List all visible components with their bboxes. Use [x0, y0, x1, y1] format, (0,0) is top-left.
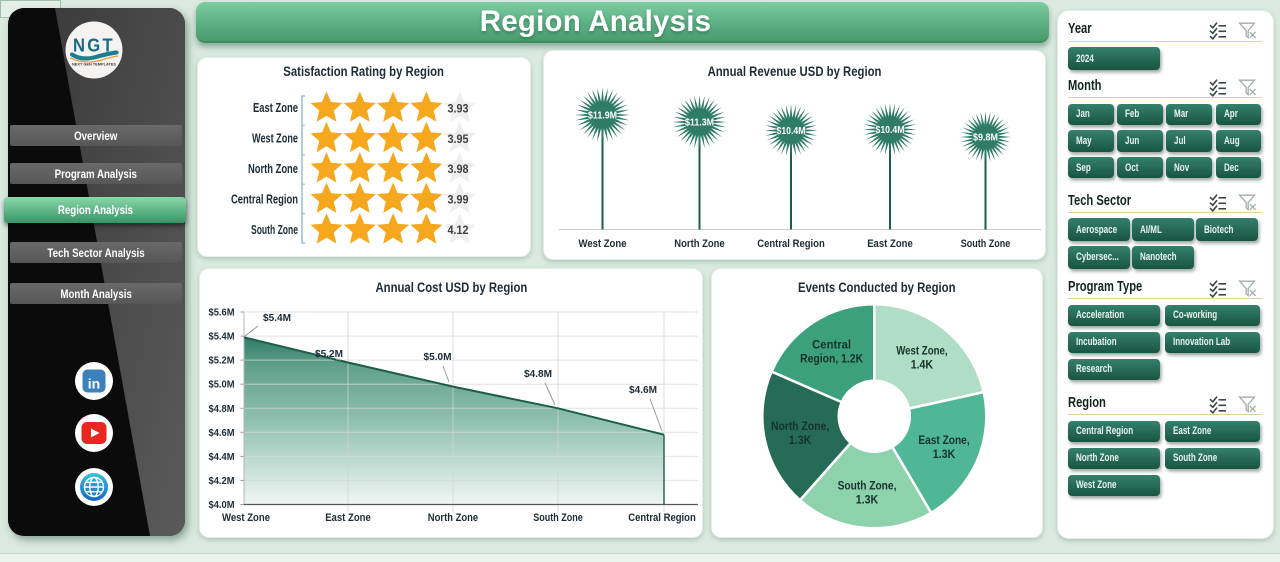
svg-text:$5.2M: $5.2M [209, 356, 235, 367]
svg-text:$11.3M: $11.3M [685, 118, 714, 129]
svg-text:$11.9M: $11.9M [588, 111, 617, 122]
svg-text:North Zone: North Zone [674, 238, 724, 250]
svg-text:$4.6M: $4.6M [629, 384, 657, 396]
svg-text:4.12: 4.12 [448, 223, 469, 237]
svg-text:$4.0M: $4.0M [209, 500, 235, 511]
svg-text:West Zone: West Zone [579, 238, 627, 250]
svg-text:$4.2M: $4.2M [209, 476, 235, 487]
svg-text:1.3K: 1.3K [933, 449, 956, 461]
svg-text:$5.4M: $5.4M [263, 312, 291, 324]
svg-text:West Zone: West Zone [222, 512, 270, 524]
svg-text:Central Region: Central Region [628, 512, 696, 524]
svg-text:East Zone: East Zone [253, 101, 298, 115]
svg-text:$4.6M: $4.6M [209, 428, 235, 439]
svg-text:Central Region: Central Region [757, 238, 825, 250]
svg-text:$5.4M: $5.4M [209, 332, 235, 343]
svg-text:North Zone,: North Zone, [771, 421, 829, 433]
svg-text:$5.0M: $5.0M [424, 351, 452, 363]
svg-text:$4.8M: $4.8M [524, 368, 552, 380]
svg-text:$5.6M: $5.6M [209, 308, 235, 319]
svg-text:East Zone,: East Zone, [918, 435, 969, 447]
svg-text:Central: Central [812, 340, 851, 352]
svg-text:$10.4M: $10.4M [777, 126, 806, 137]
svg-text:South Zone,: South Zone, [838, 481, 897, 493]
svg-text:North Zone: North Zone [248, 162, 298, 176]
svg-text:NGT: NGT [73, 36, 115, 56]
svg-text:$4.4M: $4.4M [209, 452, 235, 463]
svg-text:NEXT GEN TEMPLATES: NEXT GEN TEMPLATES [72, 62, 116, 67]
svg-text:$5.2M: $5.2M [315, 348, 343, 360]
svg-text:South Zone: South Zone [533, 512, 583, 524]
svg-text:3.95: 3.95 [448, 132, 469, 146]
svg-text:$4.8M: $4.8M [209, 404, 235, 415]
svg-text:1.3K: 1.3K [856, 495, 879, 507]
svg-text:in: in [88, 376, 100, 392]
svg-text:1.4K: 1.4K [911, 360, 934, 372]
svg-text:Region, 1.2K: Region, 1.2K [800, 354, 864, 366]
svg-text:East Zone: East Zone [867, 238, 913, 250]
svg-text:East Zone: East Zone [325, 512, 371, 524]
svg-text:1.3K: 1.3K [789, 435, 812, 447]
svg-text:North Zone: North Zone [428, 512, 478, 524]
svg-text:$9.8M: $9.8M [973, 133, 998, 144]
svg-text:3.99: 3.99 [448, 193, 469, 207]
svg-text:Central Region: Central Region [231, 192, 298, 206]
svg-text:$10.4M: $10.4M [876, 125, 905, 136]
svg-text:West Zone,: West Zone, [896, 346, 947, 358]
svg-text:West Zone: West Zone [252, 132, 298, 146]
svg-text:3.93: 3.93 [448, 101, 469, 115]
svg-text:South Zone: South Zone [251, 223, 298, 237]
svg-text:3.98: 3.98 [448, 162, 469, 176]
svg-text:South Zone: South Zone [961, 238, 1011, 250]
svg-text:$5.0M: $5.0M [209, 380, 235, 391]
